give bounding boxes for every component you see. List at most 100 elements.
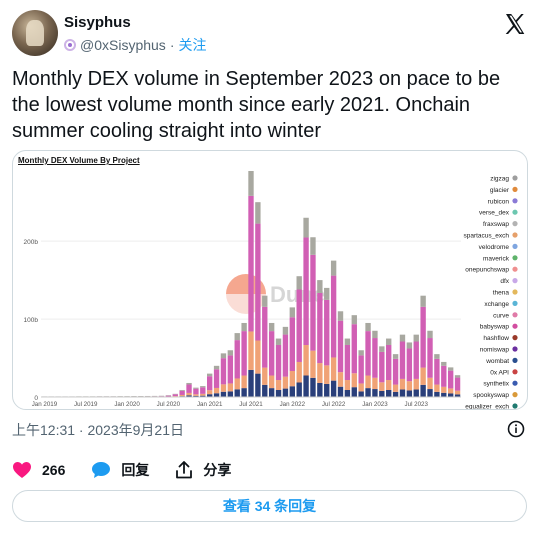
bar-segment <box>200 387 206 394</box>
bar-segment <box>303 375 309 397</box>
bar-segment <box>220 384 227 392</box>
legend-swatch <box>512 346 518 352</box>
bar-segment <box>386 389 392 397</box>
reply-button[interactable]: 回复 <box>91 460 149 480</box>
bar-segment <box>441 365 447 387</box>
bar-segment <box>379 382 385 391</box>
legend-label: babyswap <box>480 324 510 331</box>
bar-segment <box>303 345 309 376</box>
legend-label: spartacus_exch <box>463 233 509 240</box>
bar-segment <box>220 391 227 397</box>
author-display-name[interactable]: Sisyphus <box>64 14 131 31</box>
bar-segment <box>427 377 433 390</box>
bar-segment <box>193 387 199 389</box>
x-logo-icon[interactable] <box>503 12 527 36</box>
bar-segment <box>207 376 213 391</box>
bar-segment <box>379 390 385 397</box>
bar-segment <box>310 350 316 378</box>
bar-segment <box>275 338 282 345</box>
legend-swatch <box>512 221 518 227</box>
bar-segment <box>234 340 240 379</box>
bar-segment <box>282 334 289 377</box>
bar-segment <box>213 369 220 388</box>
legend-label: xchange <box>484 301 509 308</box>
legend-label: 0x API <box>490 369 509 376</box>
legend-swatch <box>512 300 518 306</box>
legend-label: onepunchswap <box>465 267 509 274</box>
legend-label: wombat <box>485 358 509 365</box>
bar-segment <box>255 340 261 374</box>
bar-segment <box>213 393 220 397</box>
bar-segment <box>406 390 413 397</box>
bar-segment <box>427 338 433 378</box>
bar-segment <box>351 387 357 397</box>
bar-segment <box>268 322 275 332</box>
bar-segment <box>241 331 247 376</box>
legend-label: velodrome <box>479 244 510 251</box>
tweet-timestamp[interactable]: 上午12:31 · 2023年9月21日 <box>12 422 184 438</box>
bar-segment <box>248 369 254 397</box>
legend-label: glacier <box>490 187 510 194</box>
bar-segment <box>413 341 419 379</box>
bar-segment <box>186 384 192 393</box>
x-tick-label: Jan 2019 <box>32 401 58 408</box>
bar-segment <box>234 389 240 397</box>
bar-segment <box>275 389 282 397</box>
bar-segment <box>310 254 316 351</box>
legend-swatch <box>512 186 518 192</box>
bar-segment <box>248 195 254 332</box>
bar-segment <box>399 341 406 379</box>
bar-segment <box>434 391 440 397</box>
bar-segment <box>447 367 454 371</box>
legend-label: rubicon <box>488 198 510 205</box>
bar-segment <box>227 391 234 397</box>
bar-segment <box>427 330 433 339</box>
share-button[interactable]: 分享 <box>175 460 231 480</box>
bar-segment <box>317 363 323 383</box>
bar-segment <box>337 372 344 387</box>
bar-segment <box>227 355 234 384</box>
bar-segment <box>268 375 275 389</box>
x-tick-label: Jul 2019 <box>74 401 98 408</box>
bar-segment <box>351 315 357 325</box>
bar-segment <box>372 338 378 378</box>
bar-segment <box>289 307 295 318</box>
bar-segment <box>379 351 385 383</box>
bar-segment <box>441 386 447 393</box>
bar-segment <box>406 381 413 391</box>
legend-label: curve <box>493 312 509 319</box>
bar-segment <box>330 380 337 397</box>
like-button[interactable]: 266 <box>12 461 65 479</box>
info-icon[interactable] <box>507 420 525 438</box>
bar-segment <box>193 394 199 396</box>
y-tick-label: 200b <box>24 239 39 246</box>
bar-segment <box>296 382 302 397</box>
author-handle-row: @0xSisyphus · 关注 <box>64 35 206 55</box>
avatar[interactable] <box>12 10 58 56</box>
bar-segment <box>351 324 357 374</box>
bar-segment <box>248 171 254 196</box>
bar-segment <box>289 371 295 387</box>
view-replies-button[interactable]: 查看 34 条回复 <box>12 490 527 522</box>
bar-segment <box>179 394 185 397</box>
bar-segment <box>289 386 295 397</box>
bar-segment <box>241 375 247 389</box>
bar-segment <box>241 322 247 332</box>
follow-button[interactable]: 关注 <box>178 37 207 53</box>
bar-segment <box>179 389 185 391</box>
bar-segment <box>399 334 406 342</box>
bar-segment <box>447 393 454 397</box>
author-handle[interactable]: @0xSisyphus <box>80 37 166 53</box>
legend-swatch <box>512 357 518 363</box>
bar-segment <box>399 389 406 397</box>
legend-swatch <box>512 403 518 409</box>
bar-segment <box>413 389 419 397</box>
bar-segment <box>454 375 461 378</box>
bar-segment <box>420 306 426 368</box>
x-tick-label: Jan 2023 <box>362 401 388 408</box>
bar-segment <box>434 358 440 385</box>
bar-segment <box>337 311 344 321</box>
legend-swatch <box>512 243 518 249</box>
